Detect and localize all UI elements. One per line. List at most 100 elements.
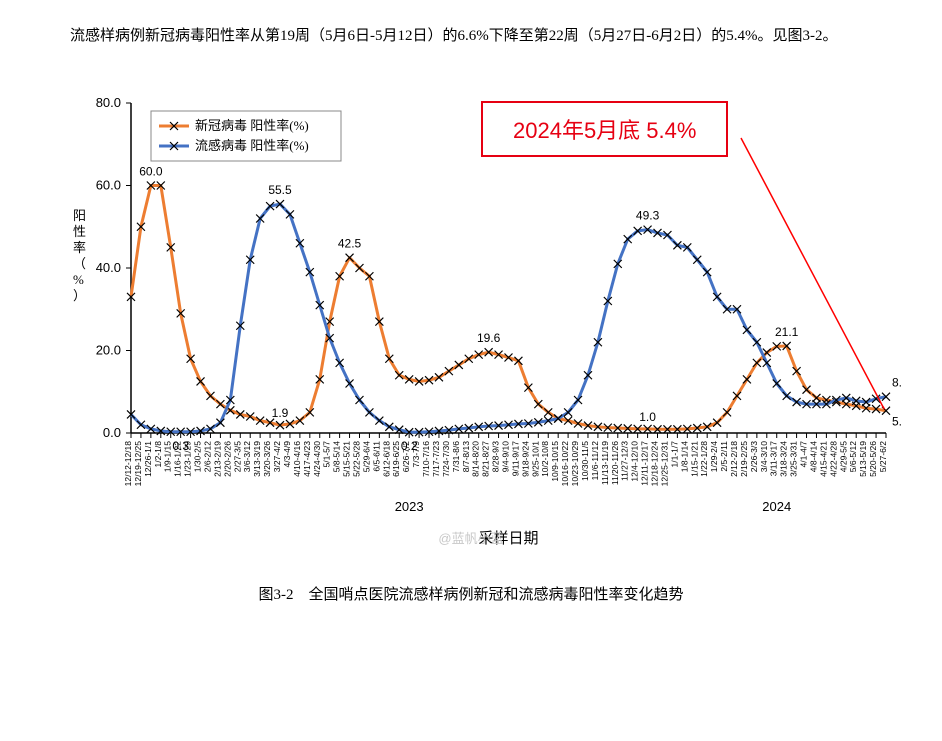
svg-text:3/4-3/10: 3/4-3/10 — [759, 441, 769, 472]
svg-text:8/14-8/20: 8/14-8/20 — [471, 441, 481, 477]
svg-text:0.0: 0.0 — [103, 425, 121, 440]
svg-text:4/10-4/16: 4/10-4/16 — [292, 441, 302, 477]
svg-text:80.0: 80.0 — [96, 95, 121, 110]
svg-text:2/12-2/18: 2/12-2/18 — [729, 441, 739, 477]
svg-text:0.2: 0.2 — [401, 439, 418, 453]
svg-text:40.0: 40.0 — [96, 260, 121, 275]
svg-text:1/1-1/7: 1/1-1/7 — [669, 441, 679, 468]
svg-text:4/24-4/30: 4/24-4/30 — [312, 441, 322, 477]
svg-text:1/9-1/15: 1/9-1/15 — [163, 441, 173, 472]
svg-text:2/6-2/12: 2/6-2/12 — [202, 441, 212, 472]
intro-text: 流感样病例新冠病毒阳性率从第19周（5月6日-5月12日）的6.6%下降至第22… — [40, 20, 902, 53]
svg-text:2/19-2/25: 2/19-2/25 — [739, 441, 749, 477]
svg-text:1/2-1/8: 1/2-1/8 — [153, 441, 163, 468]
svg-text:0.3: 0.3 — [172, 439, 189, 453]
svg-text:2/26-3/3: 2/26-3/3 — [749, 441, 759, 472]
svg-text:3/18-3/24: 3/18-3/24 — [779, 441, 789, 477]
svg-text:5/13-5/19: 5/13-5/19 — [858, 441, 868, 477]
callout-box: 2024年5月底 5.4% — [481, 101, 728, 157]
svg-text:9/4-9/10: 9/4-9/10 — [501, 441, 511, 472]
svg-text:1/15-1/21: 1/15-1/21 — [689, 441, 699, 477]
svg-text:5/27-6/2: 5/27-6/2 — [878, 441, 888, 472]
svg-text:5/6-5/12: 5/6-5/12 — [848, 441, 858, 472]
svg-text:3/20-3/26: 3/20-3/26 — [262, 441, 272, 477]
svg-text:12/18-12/24: 12/18-12/24 — [650, 441, 660, 487]
svg-text:7/10-7/16: 7/10-7/16 — [421, 441, 431, 477]
svg-text:10/16-10/22: 10/16-10/22 — [560, 441, 570, 487]
svg-text:12/11-12/17: 12/11-12/17 — [640, 441, 650, 486]
svg-text:49.3: 49.3 — [636, 209, 660, 223]
svg-text:7/24-7/30: 7/24-7/30 — [441, 441, 451, 477]
svg-text:10/9-10/15: 10/9-10/15 — [550, 441, 560, 482]
svg-text:8.8: 8.8 — [892, 376, 901, 390]
svg-text:5/8-5/14: 5/8-5/14 — [332, 441, 342, 472]
svg-text:12/25-12/31: 12/25-12/31 — [659, 441, 669, 487]
svg-text:6/12-6/18: 6/12-6/18 — [381, 441, 391, 477]
svg-text:4/15-4/21: 4/15-4/21 — [818, 441, 828, 477]
svg-text:8/7-8/13: 8/7-8/13 — [461, 441, 471, 472]
svg-text:流感病毒 阳性率(%): 流感病毒 阳性率(%) — [195, 138, 309, 153]
svg-text:11/20-11/26: 11/20-11/26 — [610, 441, 620, 485]
svg-text:10/30-11/5: 10/30-11/5 — [580, 441, 590, 481]
svg-text:6/19-6/25: 6/19-6/25 — [391, 441, 401, 477]
svg-text:9/18-9/24: 9/18-9/24 — [520, 441, 530, 477]
svg-text:5.4: 5.4 — [892, 415, 901, 429]
svg-text:4/22-4/28: 4/22-4/28 — [828, 441, 838, 477]
svg-text:11/27-12/3: 11/27-12/3 — [620, 441, 630, 481]
svg-text:8/21-8/27: 8/21-8/27 — [481, 441, 491, 477]
svg-text:4/3-4/9: 4/3-4/9 — [282, 441, 292, 468]
svg-text:5/15-5/21: 5/15-5/21 — [342, 441, 352, 477]
svg-text:8/28-9/3: 8/28-9/3 — [491, 441, 501, 472]
svg-text:2023: 2023 — [395, 499, 424, 514]
svg-text:12/26-1/1: 12/26-1/1 — [143, 441, 153, 477]
svg-text:1.0: 1.0 — [639, 410, 656, 424]
svg-text:4/17-4/23: 4/17-4/23 — [302, 441, 312, 477]
svg-text:20.0: 20.0 — [96, 343, 121, 358]
svg-text:10/2-10/8: 10/2-10/8 — [540, 441, 550, 477]
svg-text:2/20-2/26: 2/20-2/26 — [222, 441, 232, 477]
svg-text:12/12-12/18: 12/12-12/18 — [123, 441, 133, 487]
svg-text:7/31-8/6: 7/31-8/6 — [451, 441, 461, 472]
svg-text:3/13-3/19: 3/13-3/19 — [252, 441, 262, 477]
svg-text:19.6: 19.6 — [477, 331, 501, 345]
positivity-chart: 0.0 20.0 40.0 60.0 80.0 12/12-12/1812/19-12/2… — [41, 83, 901, 553]
svg-text:1/22-1/28: 1/22-1/28 — [699, 441, 709, 477]
svg-text:42.5: 42.5 — [338, 237, 362, 251]
svg-text:1/30-2/5: 1/30-2/5 — [193, 441, 203, 472]
svg-text:5/22-5/28: 5/22-5/28 — [351, 441, 361, 477]
svg-text:4/8-4/14: 4/8-4/14 — [808, 441, 818, 472]
svg-text:12/19-12/25: 12/19-12/25 — [133, 441, 143, 487]
svg-text:4/29-5/5: 4/29-5/5 — [838, 441, 848, 472]
chart-container: 0.0 20.0 40.0 60.0 80.0 12/12-12/1812/19-12/2… — [41, 83, 901, 553]
svg-text:60.0: 60.0 — [96, 178, 121, 193]
svg-text:60.0: 60.0 — [139, 165, 163, 179]
svg-text:2024: 2024 — [762, 499, 791, 514]
svg-text:2/27-3/5: 2/27-3/5 — [232, 441, 242, 472]
svg-text:21.1: 21.1 — [775, 325, 799, 339]
svg-text:1.9: 1.9 — [272, 406, 289, 420]
svg-text:9/25-10/1: 9/25-10/1 — [530, 441, 540, 477]
watermark: @蓝帆小蓝 — [438, 528, 503, 547]
svg-text:55.5: 55.5 — [268, 183, 292, 197]
svg-text:4/1-4/7: 4/1-4/7 — [799, 441, 809, 468]
svg-text:11/13-11/19: 11/13-11/19 — [600, 441, 610, 485]
svg-text:2/5-2/11: 2/5-2/11 — [719, 441, 729, 472]
svg-text:7/17-7/23: 7/17-7/23 — [431, 441, 441, 477]
svg-text:5/1-5/7: 5/1-5/7 — [322, 441, 332, 468]
svg-text:3/6-3/12: 3/6-3/12 — [242, 441, 252, 472]
svg-text:3/27-4/2: 3/27-4/2 — [272, 441, 282, 472]
svg-text:12/4-12/10: 12/4-12/10 — [630, 441, 640, 482]
svg-text:1/8-1/14: 1/8-1/14 — [679, 441, 689, 472]
svg-text:11/6-11/12: 11/6-11/12 — [590, 441, 600, 481]
svg-text:3/25-3/31: 3/25-3/31 — [789, 441, 799, 477]
svg-text:3/11-3/17: 3/11-3/17 — [769, 441, 779, 477]
svg-text:新冠病毒 阳性率(%): 新冠病毒 阳性率(%) — [195, 118, 309, 133]
figure-caption: 图3-2 全国哨点医院流感样病例新冠和流感病毒阳性率变化趋势 — [40, 583, 902, 604]
svg-text:2/13-2/19: 2/13-2/19 — [212, 441, 222, 477]
svg-text:6/5-6/11: 6/5-6/11 — [371, 441, 381, 472]
svg-text:9/11-9/17: 9/11-9/17 — [510, 441, 520, 477]
svg-text:5/29-6/4: 5/29-6/4 — [361, 441, 371, 472]
svg-text:5/20-5/26: 5/20-5/26 — [868, 441, 878, 477]
svg-text:1/29-2/4: 1/29-2/4 — [709, 441, 719, 472]
svg-text:10/23-10/29: 10/23-10/29 — [570, 441, 580, 487]
